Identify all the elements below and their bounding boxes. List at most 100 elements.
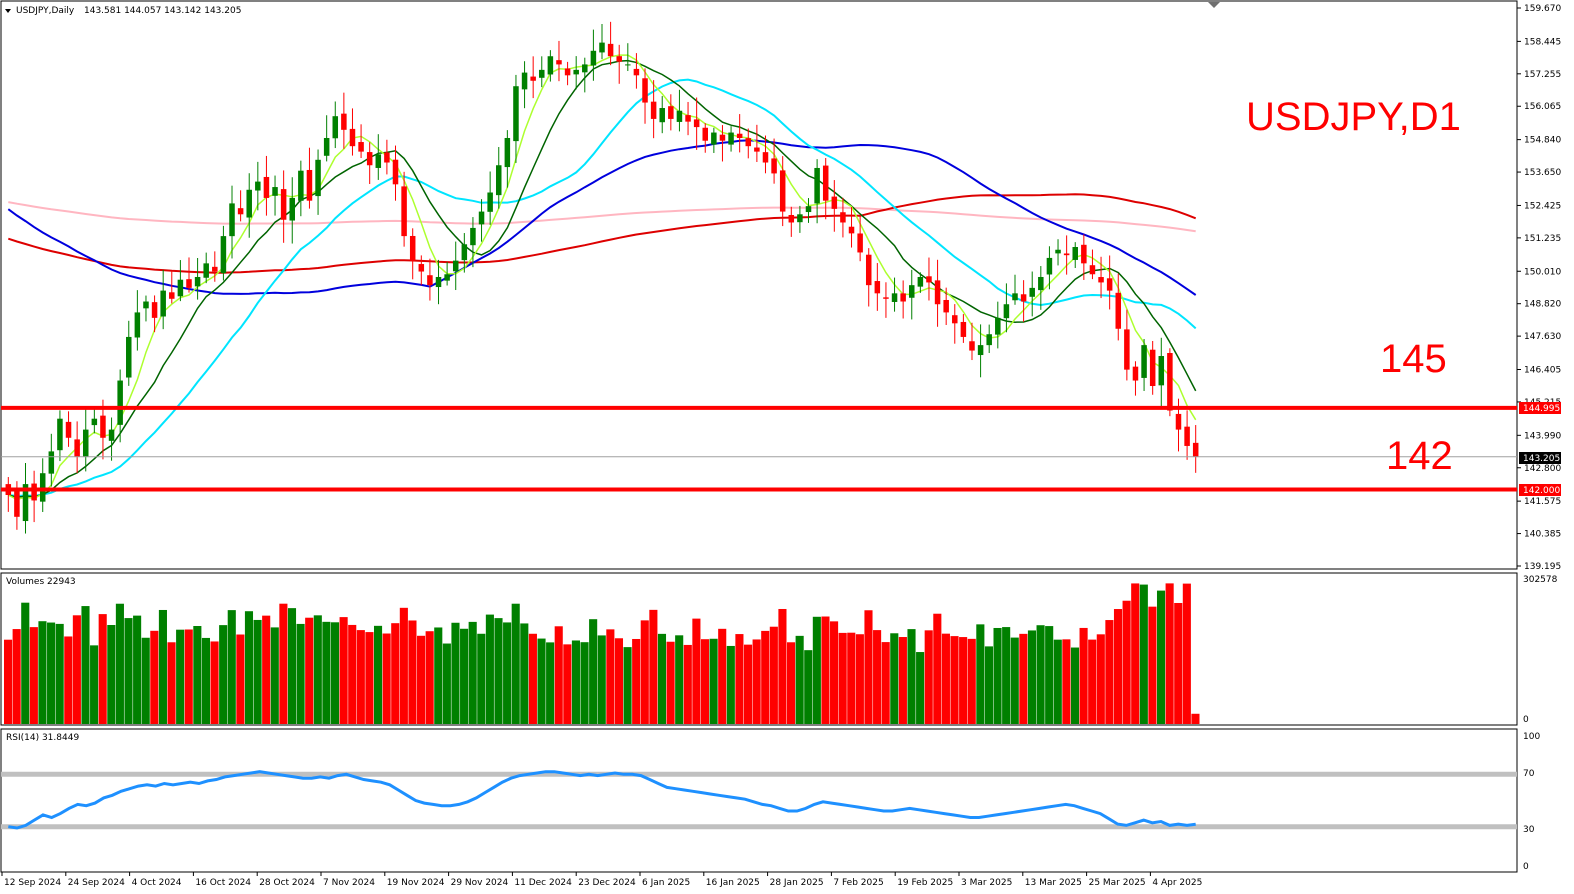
volume-bar: [1088, 639, 1097, 724]
volume-bar: [907, 629, 916, 724]
candle: [633, 53, 640, 89]
candle: [1029, 271, 1035, 317]
volume-bar: [90, 645, 99, 724]
date-tick-label: 7 Feb 2025: [833, 878, 883, 888]
candle: [1115, 273, 1122, 341]
candle: [685, 101, 691, 136]
volume-bar: [563, 644, 572, 724]
candle: [212, 251, 218, 282]
volume-bar: [649, 609, 658, 724]
volume-bar: [1182, 583, 1191, 724]
volume-bar: [124, 618, 133, 724]
volume-bar: [950, 636, 959, 724]
volume-bar: [442, 643, 451, 724]
candle: [470, 217, 476, 268]
collapse-triangle-icon[interactable]: [5, 9, 11, 13]
volume-bar: [47, 622, 56, 724]
volume-bar: [468, 621, 477, 724]
volume-bar: [855, 634, 864, 724]
volume-bar: [657, 633, 667, 724]
volume-bar: [1079, 627, 1088, 724]
volume-bar: [1148, 606, 1157, 724]
candle: [1072, 242, 1078, 269]
candle: [1098, 256, 1104, 299]
date-tick-label: 25 Mar 2025: [1089, 878, 1146, 888]
candle: [848, 207, 855, 248]
date-tick-label: 19 Nov 2024: [387, 878, 445, 888]
candle: [418, 255, 425, 286]
level-142-annotation: 142: [1386, 434, 1453, 478]
candle: [1132, 361, 1139, 396]
candle: [289, 177, 295, 244]
date-tick-label: 28 Jan 2025: [770, 878, 824, 888]
volume-bar: [528, 633, 537, 724]
candle: [599, 23, 605, 60]
candle: [797, 205, 803, 233]
price-tick-label: 152.425: [1524, 201, 1561, 211]
candle: [521, 61, 528, 109]
candle: [1038, 266, 1044, 310]
rsi-panel-frame: [0, 728, 1518, 873]
candle: [909, 269, 915, 320]
ma-pink-line: [8, 201, 1196, 233]
date-tick-label: 4 Oct 2024: [132, 878, 182, 888]
candle: [1089, 249, 1096, 280]
rsi-axis-0: 0: [1523, 862, 1529, 872]
candle: [883, 282, 889, 318]
date-tick-label: 6 Jan 2025: [642, 878, 690, 888]
candle: [779, 156, 786, 227]
candle: [323, 115, 330, 162]
date-tick-label: 28 Oct 2024: [259, 878, 315, 888]
candle: [160, 269, 166, 330]
volume-bar: [64, 636, 73, 724]
volume-bar: [305, 617, 314, 724]
current-price-tag: 143.205: [1519, 452, 1561, 464]
candle: [1149, 340, 1156, 395]
candle: [298, 160, 304, 217]
candle: [616, 44, 622, 84]
candle: [995, 301, 1001, 349]
candle: [126, 320, 132, 386]
candle: [693, 97, 700, 150]
candle: [556, 40, 562, 82]
volume-bar: [933, 613, 942, 724]
candle: [822, 158, 829, 220]
candle: [582, 57, 588, 93]
date-tick-label: 16 Oct 2024: [195, 878, 251, 888]
volume-bar: [546, 642, 555, 724]
support-price-tag: 142.000: [1519, 484, 1561, 496]
volume-bar: [1139, 584, 1148, 724]
date-tick-label: 24 Sep 2024: [68, 878, 125, 888]
volume-bar: [4, 639, 13, 724]
candle: [57, 410, 63, 462]
volume-bar: [614, 638, 624, 724]
volume-bar: [425, 631, 434, 724]
candle: [625, 43, 631, 72]
chart-title-annotation: USDJPY,D1: [1246, 95, 1461, 139]
candle: [177, 260, 184, 302]
candle: [977, 324, 984, 378]
date-tick-label: 29 Nov 2024: [451, 878, 509, 888]
candle: [341, 92, 347, 149]
date-tick-label: 23 Dec 2024: [578, 878, 636, 888]
candle: [986, 324, 992, 354]
volume-bar: [98, 614, 107, 724]
resistance-tag-text: 144.995: [1523, 404, 1560, 414]
scroll-marker-icon[interactable]: [1208, 2, 1220, 8]
candle: [1081, 234, 1087, 280]
volume-bar: [589, 619, 598, 724]
candle: [1124, 309, 1130, 381]
volumes-axis-max: 302578: [1523, 575, 1558, 585]
candle: [375, 134, 382, 180]
volume-bar: [176, 629, 185, 724]
candle: [461, 233, 468, 273]
candle: [762, 135, 769, 174]
volume-bar: [1156, 590, 1166, 724]
volume-bar: [434, 627, 443, 724]
volume-bar: [752, 639, 761, 724]
date-tick-label: 7 Nov 2024: [323, 878, 375, 888]
volume-bar: [356, 630, 365, 724]
volume-bar: [1165, 583, 1174, 724]
candle: [788, 206, 795, 237]
